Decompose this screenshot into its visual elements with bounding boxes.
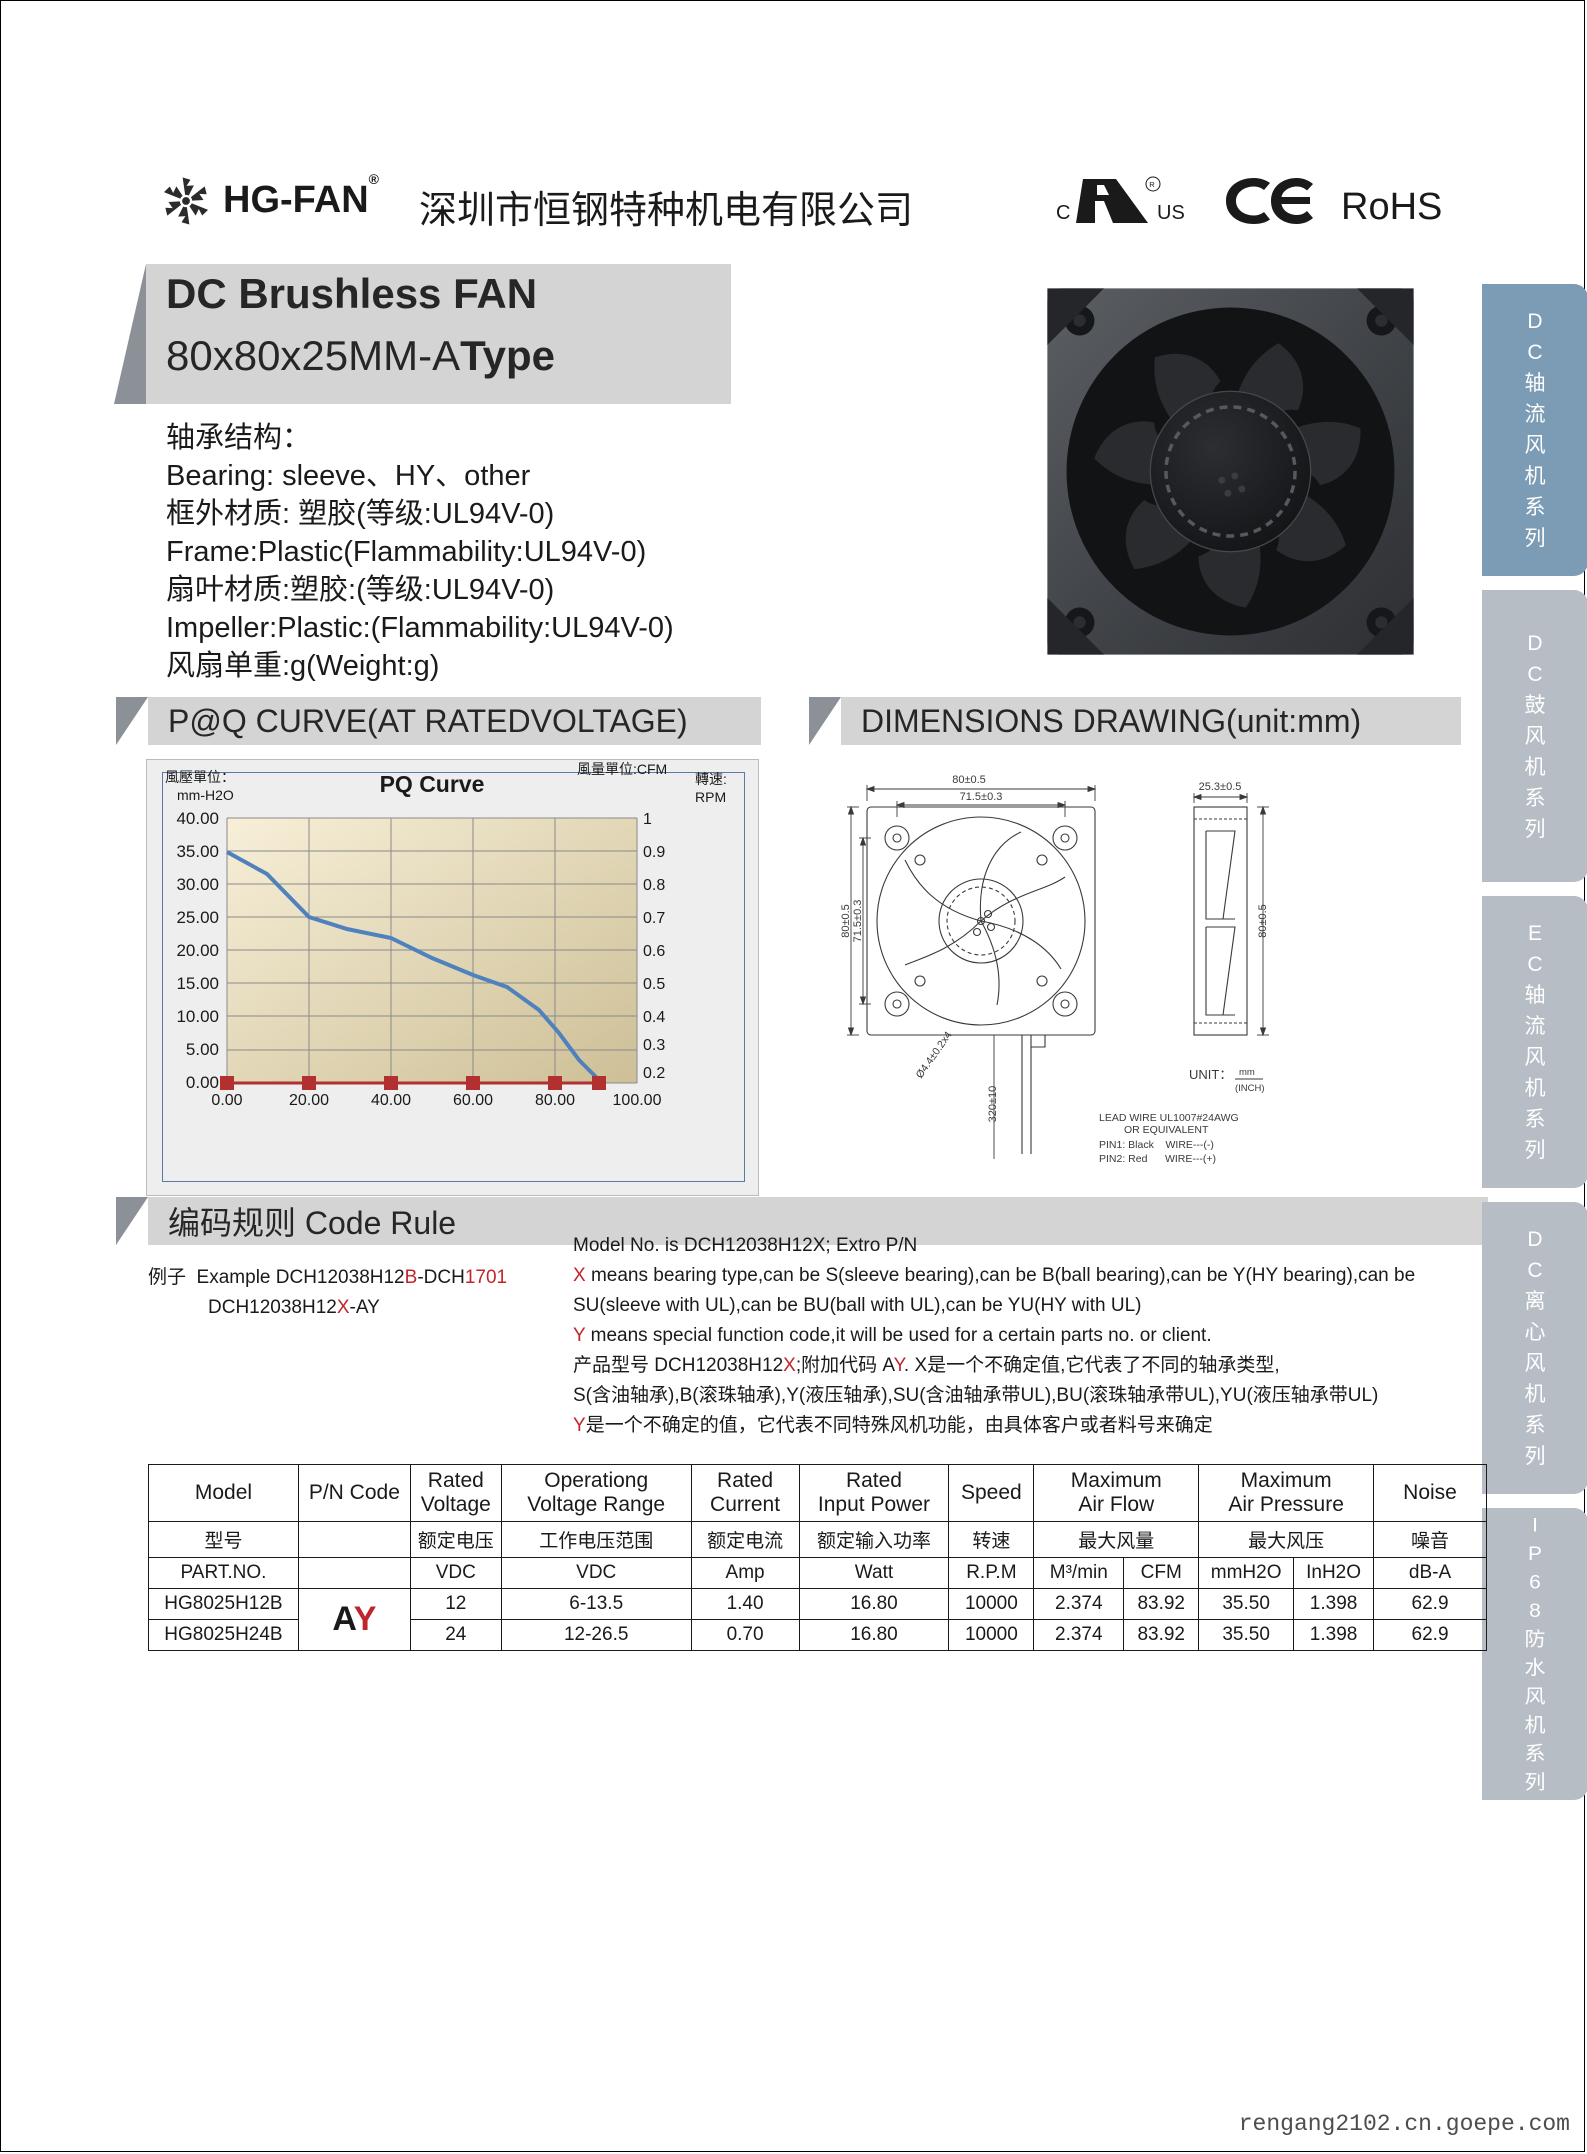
svg-text:R: R (1149, 180, 1155, 189)
svg-text:60.00: 60.00 (453, 1092, 493, 1109)
svg-text:PIN1: Black WIRE---(-): PIN1: Black WIRE---(-) (1099, 1139, 1214, 1151)
svg-text:25.00: 25.00 (176, 908, 219, 927)
svg-text:0.5: 0.5 (643, 976, 665, 993)
svg-text:C: C (1056, 202, 1070, 224)
svg-text:0.6: 0.6 (643, 943, 665, 960)
svg-text:RPM: RPM (695, 789, 726, 805)
svg-text:LEAD WIRE UL1007#24AWG: LEAD WIRE UL1007#24AWG (1099, 1112, 1239, 1124)
svg-text:風壓單位：: 風壓單位： (165, 769, 235, 785)
svg-text:PQ Curve: PQ Curve (380, 771, 485, 797)
svg-text:0.00: 0.00 (186, 1073, 219, 1092)
svg-text:US: US (1157, 202, 1185, 224)
svg-text:30.00: 30.00 (176, 875, 219, 894)
svg-text:40.00: 40.00 (176, 809, 219, 828)
svg-text:40.00: 40.00 (371, 1092, 411, 1109)
svg-text:轉速:: 轉速: (695, 771, 727, 787)
svg-text:1: 1 (643, 811, 652, 828)
svg-text:20.00: 20.00 (176, 941, 219, 960)
svg-text:320±10: 320±10 (987, 1086, 999, 1123)
svg-text:0.8: 0.8 (643, 877, 665, 894)
svg-text:80±0.5: 80±0.5 (840, 904, 852, 938)
svg-text:(INCH): (INCH) (1235, 1083, 1265, 1094)
svg-text:0.7: 0.7 (643, 910, 665, 927)
svg-text:80±0.5: 80±0.5 (952, 774, 986, 786)
svg-text:0.00: 0.00 (211, 1092, 242, 1109)
svg-text:80±0.5: 80±0.5 (1257, 904, 1269, 938)
svg-text:71.5±0.3: 71.5±0.3 (960, 791, 1003, 803)
svg-text:UNIT：: UNIT： (1189, 1067, 1232, 1082)
svg-text:100.00: 100.00 (613, 1092, 662, 1109)
svg-text:71.5±0.3: 71.5±0.3 (852, 900, 864, 943)
svg-text:80.00: 80.00 (535, 1092, 575, 1109)
svg-text:20.00: 20.00 (289, 1092, 329, 1109)
svg-text:0.3: 0.3 (643, 1037, 665, 1054)
svg-text:0.9: 0.9 (643, 844, 665, 861)
svg-text:mm: mm (1239, 1067, 1255, 1078)
svg-text:10.00: 10.00 (176, 1007, 219, 1026)
svg-text:25.3±0.5: 25.3±0.5 (1199, 781, 1242, 793)
svg-text:Ø4.4±0.2x4: Ø4.4±0.2x4 (914, 1029, 955, 1080)
svg-text:RoHS: RoHS (1341, 186, 1442, 228)
svg-text:風量單位:CFM: 風量單位:CFM (577, 761, 667, 777)
svg-text:0.2: 0.2 (643, 1065, 665, 1082)
svg-text:0.4: 0.4 (643, 1009, 665, 1026)
svg-text:15.00: 15.00 (176, 974, 219, 993)
svg-text:PIN2: Red WIRE---(+): PIN2: Red WIRE---(+) (1099, 1153, 1216, 1165)
svg-text:35.00: 35.00 (176, 842, 219, 861)
svg-text:5.00: 5.00 (186, 1040, 219, 1059)
svg-text:mm-H2O: mm-H2O (177, 787, 234, 803)
svg-text:OR EQUIVALENT: OR EQUIVALENT (1124, 1124, 1209, 1136)
